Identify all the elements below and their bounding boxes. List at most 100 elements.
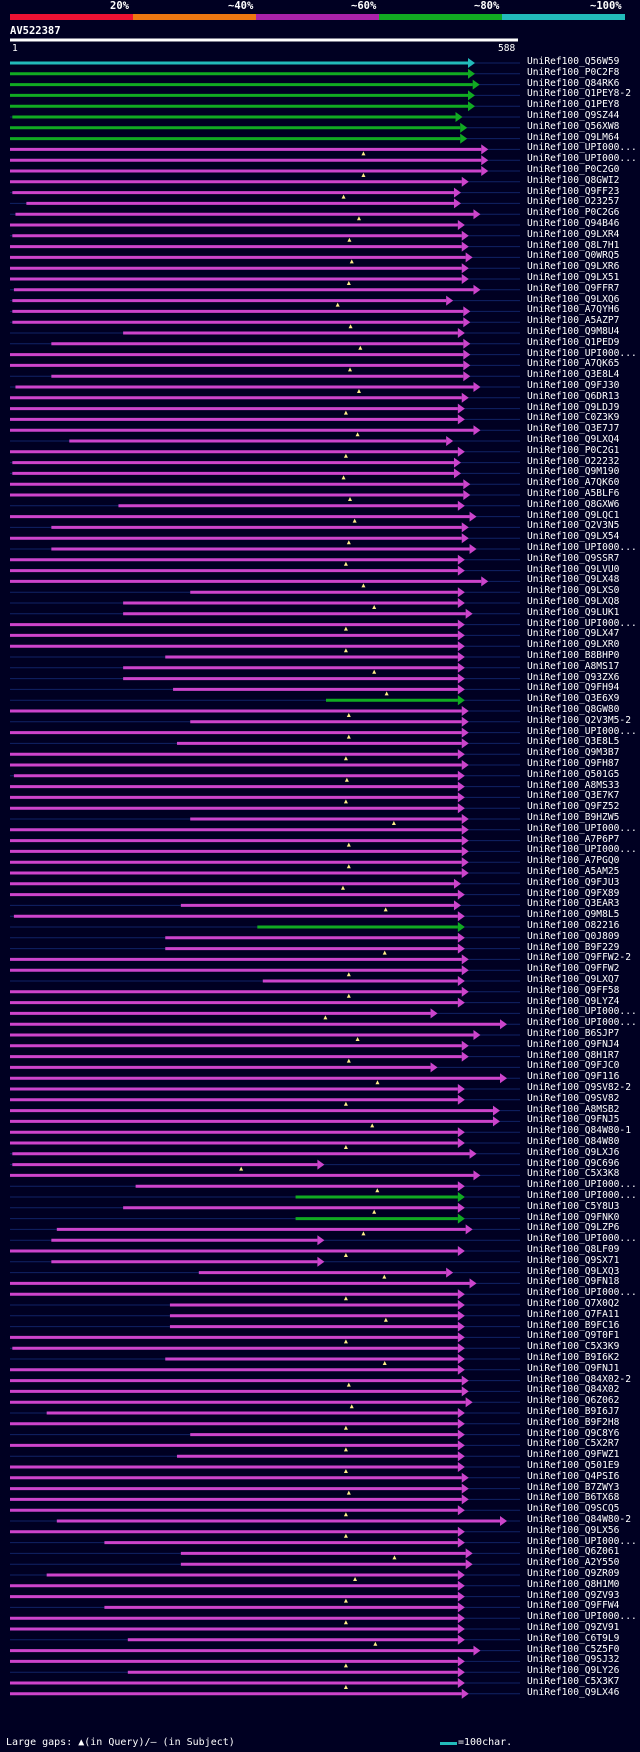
hit-label[interactable]: UniRef100_B9FC16 <box>527 1319 620 1331</box>
hit-label[interactable]: UniRef100_C5Z5F0 <box>527 1643 620 1655</box>
hit-label[interactable]: UniRef100_O82216 <box>527 920 620 931</box>
hit-label[interactable]: UniRef100_UPI000... <box>527 1611 637 1623</box>
hit-label[interactable]: UniRef100_Q8L7H1 <box>527 239 620 251</box>
hit-label[interactable]: UniRef100_P0C2F8 <box>527 66 620 78</box>
hit-label[interactable]: UniRef100_Q9ZV91 <box>527 1622 620 1633</box>
hit-label[interactable]: UniRef100_C0Z3K9 <box>527 412 620 424</box>
hit-label[interactable]: UniRef100_Q9LDJ9 <box>527 401 620 413</box>
hit-label[interactable]: UniRef100_B7ZWY3 <box>527 1481 620 1493</box>
hit-label[interactable]: UniRef100_Q9FNJ4 <box>527 1038 620 1050</box>
hit-label[interactable]: UniRef100_Q3E8L5 <box>527 736 620 748</box>
hit-label[interactable]: UniRef100_Q9FNJ1 <box>527 1362 620 1374</box>
hit-label[interactable]: UniRef100_Q9SV82 <box>527 1092 620 1104</box>
hit-label[interactable]: UniRef100_Q9LY26 <box>527 1665 620 1677</box>
hit-label[interactable]: UniRef100_A8MSB2 <box>527 1103 620 1115</box>
hit-label[interactable]: UniRef100_B9HZW5 <box>527 812 620 823</box>
hit-label[interactable]: UniRef100_Q9T0F1 <box>527 1330 620 1342</box>
hit-label[interactable]: UniRef100_Q1PEY8 <box>527 99 620 111</box>
hit-label[interactable]: UniRef100_A5AM25 <box>527 866 620 877</box>
hit-label[interactable]: UniRef100_Q2V3N5 <box>527 520 620 532</box>
hit-label[interactable]: UniRef100_Q6Z062 <box>527 1395 620 1407</box>
hit-label[interactable]: UniRef100_C5Y8U3 <box>527 1200 620 1212</box>
hit-label[interactable]: UniRef100_Q9FH87 <box>527 758 620 769</box>
hit-label[interactable]: UniRef100_B6SJP7 <box>527 1028 620 1039</box>
hit-label[interactable]: UniRef100_Q84W80-1 <box>527 1125 631 1137</box>
hit-label[interactable]: UniRef100_Q9LXR4 <box>527 228 620 240</box>
hit-label[interactable]: UniRef100_Q84RK6 <box>527 77 620 89</box>
hit-label[interactable]: UniRef100_Q8LF09 <box>527 1244 620 1255</box>
hit-label[interactable]: UniRef100_Q93ZX6 <box>527 671 620 683</box>
hit-label[interactable]: UniRef100_Q9LX48 <box>527 574 620 586</box>
hit-label[interactable]: UniRef100_Q9FZ52 <box>527 801 620 813</box>
hit-label[interactable]: UniRef100_A7QK60 <box>527 477 620 489</box>
hit-label[interactable]: UniRef100_Q9M190 <box>527 466 620 478</box>
hit-label[interactable]: UniRef100_A7PGQ0 <box>527 855 620 867</box>
hit-label[interactable]: UniRef100_Q8GWI2 <box>527 174 620 186</box>
hit-label[interactable]: UniRef100_A8MS33 <box>527 779 620 791</box>
hit-label[interactable]: UniRef100_Q1PED9 <box>527 336 620 348</box>
hit-label[interactable]: UniRef100_UPI000... <box>527 1287 637 1299</box>
hit-label[interactable]: UniRef100_UPI000... <box>527 153 637 165</box>
hit-label[interactable]: UniRef100_Q9LXJ6 <box>527 1146 620 1158</box>
hit-label[interactable]: UniRef100_Q8GXW6 <box>527 498 620 510</box>
hit-label[interactable]: UniRef100_B6TX68 <box>527 1492 620 1504</box>
hit-label[interactable]: UniRef100_A8MS17 <box>527 660 620 672</box>
hit-label[interactable]: UniRef100_Q9LXQ4 <box>527 434 620 445</box>
hit-label[interactable]: UniRef100_Q9LX56 <box>527 1524 620 1536</box>
hit-label[interactable]: UniRef100_Q9C696 <box>527 1157 620 1169</box>
hit-label[interactable]: UniRef100_B9I6J7 <box>527 1406 620 1417</box>
hit-label[interactable]: UniRef100_A7P6P7 <box>527 833 620 845</box>
hit-label[interactable]: UniRef100_Q9LX54 <box>527 531 620 543</box>
hit-label[interactable]: UniRef100_UPI000... <box>527 1190 637 1201</box>
hit-label[interactable]: UniRef100_Q84W80 <box>527 1136 620 1147</box>
hit-label[interactable]: UniRef100_Q9LXQ7 <box>527 974 620 985</box>
hit-label[interactable]: UniRef100_Q501G5 <box>527 768 620 780</box>
hit-label[interactable]: UniRef100_Q9M8L5 <box>527 909 620 921</box>
hit-label[interactable]: UniRef100_Q9LX51 <box>527 272 620 283</box>
hit-label[interactable]: UniRef100_Q3E7J7 <box>527 423 620 435</box>
hit-label[interactable]: UniRef100_Q9FNJ5 <box>527 1114 620 1126</box>
hit-label[interactable]: UniRef100_Q9FJC0 <box>527 1060 620 1072</box>
hit-label[interactable]: UniRef100_C5X3K7 <box>527 1676 620 1687</box>
hit-label[interactable]: UniRef100_Q9LX47 <box>527 628 620 640</box>
hit-label[interactable]: UniRef100_Q7FA11 <box>527 1308 620 1320</box>
hit-label[interactable]: UniRef100_Q9SSR7 <box>527 552 620 564</box>
hit-label[interactable]: UniRef100_Q8H1M0 <box>527 1578 620 1590</box>
hit-label[interactable]: UniRef100_Q3EAR3 <box>527 898 620 910</box>
hit-label[interactable]: UniRef100_Q1PEY8-2 <box>527 88 631 100</box>
hit-label[interactable]: UniRef100_Q9ZV93 <box>527 1589 620 1601</box>
hit-label[interactable]: UniRef100_Q9FJ30 <box>527 380 620 391</box>
hit-label[interactable]: UniRef100_Q6Z061 <box>527 1546 620 1558</box>
hit-label[interactable]: UniRef100_Q9FF58 <box>527 984 620 996</box>
hit-label[interactable]: UniRef100_Q84X02-2 <box>527 1373 631 1385</box>
hit-label[interactable]: UniRef100_C5X3K9 <box>527 1341 620 1353</box>
hit-label[interactable]: UniRef100_Q501E9 <box>527 1460 620 1471</box>
hit-label[interactable]: UniRef100_O23257 <box>527 196 620 208</box>
hit-label[interactable]: UniRef100_UPI000... <box>527 1535 637 1547</box>
hit-label[interactable]: UniRef100_Q9LUK1 <box>527 606 620 618</box>
hit-label[interactable]: UniRef100_Q9SZ44 <box>527 110 620 121</box>
hit-label[interactable]: UniRef100_Q9SCQ5 <box>527 1503 620 1515</box>
hit-label[interactable]: UniRef100_B9I6K2 <box>527 1352 620 1363</box>
hit-label[interactable]: UniRef100_Q9FH94 <box>527 682 620 694</box>
hit-label[interactable]: UniRef100_UPI000... <box>527 542 637 553</box>
hit-label[interactable]: UniRef100_C5X2R7 <box>527 1438 620 1450</box>
hit-label[interactable]: UniRef100_UPI000... <box>527 1017 637 1029</box>
hit-label[interactable]: UniRef100_UPI000... <box>527 142 637 154</box>
hit-label[interactable]: UniRef100_B8BHP0 <box>527 650 620 661</box>
hit-label[interactable]: UniRef100_Q9LX46 <box>527 1686 620 1698</box>
hit-label[interactable]: UniRef100_Q9SX71 <box>527 1254 620 1266</box>
hit-label[interactable]: UniRef100_Q9LQC1 <box>527 509 620 521</box>
hit-label[interactable]: UniRef100_C5X3K8 <box>527 1168 620 1180</box>
hit-label[interactable]: UniRef100_Q9LXQ8 <box>527 596 620 607</box>
hit-label[interactable]: UniRef100_UPI000... <box>527 822 637 834</box>
hit-label[interactable]: UniRef100_Q0J809 <box>527 930 620 942</box>
hit-label[interactable]: UniRef100_Q9LXQ6 <box>527 293 620 305</box>
hit-label[interactable]: UniRef100_Q84X02 <box>527 1384 620 1396</box>
hit-label[interactable]: UniRef100_Q9LVU0 <box>527 563 620 575</box>
hit-label[interactable]: UniRef100_Q84W80-2 <box>527 1514 631 1525</box>
hit-label[interactable]: UniRef100_Q9M3B7 <box>527 747 620 759</box>
hit-label[interactable]: UniRef100_UPI000... <box>527 1179 637 1191</box>
hit-label[interactable]: UniRef100_UPI000... <box>527 617 637 629</box>
hit-label[interactable]: UniRef100_UPI000... <box>527 1006 637 1018</box>
